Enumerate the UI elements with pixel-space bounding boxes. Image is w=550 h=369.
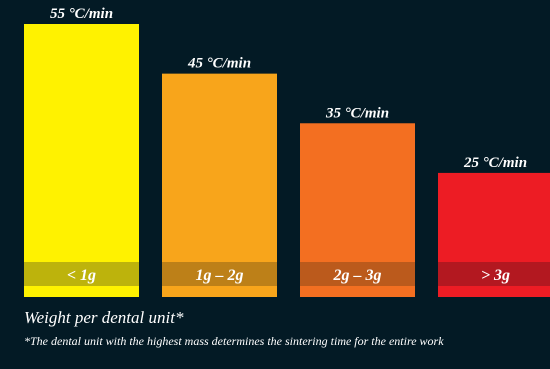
- category-band-1: [24, 262, 139, 286]
- category-band-4: [438, 262, 550, 286]
- footnote: *The dental unit with the highest mass d…: [24, 334, 444, 348]
- bar-1: [24, 24, 139, 297]
- category-band-2: [162, 262, 277, 286]
- x-axis-label: Weight per dental unit*: [24, 308, 184, 327]
- value-label-2: 45 °C/min: [187, 56, 251, 72]
- category-label-4: > 3g: [481, 267, 510, 284]
- category-band-3: [300, 262, 415, 286]
- category-label-1: < 1g: [67, 267, 96, 284]
- value-label-1: 55 °C/min: [50, 6, 113, 22]
- bar-chart: < 1g 55 °C/min 1g – 2g 45 °C/min 2g – 3g 35 °…: [24, 6, 550, 298]
- category-label-3: 2g – 3g: [333, 267, 382, 284]
- value-label-4: 25 °C/min: [463, 155, 527, 171]
- bar-2: [162, 73, 277, 298]
- value-label-3: 35 °C/min: [325, 105, 389, 121]
- category-label-2: 1g – 2g: [196, 267, 244, 284]
